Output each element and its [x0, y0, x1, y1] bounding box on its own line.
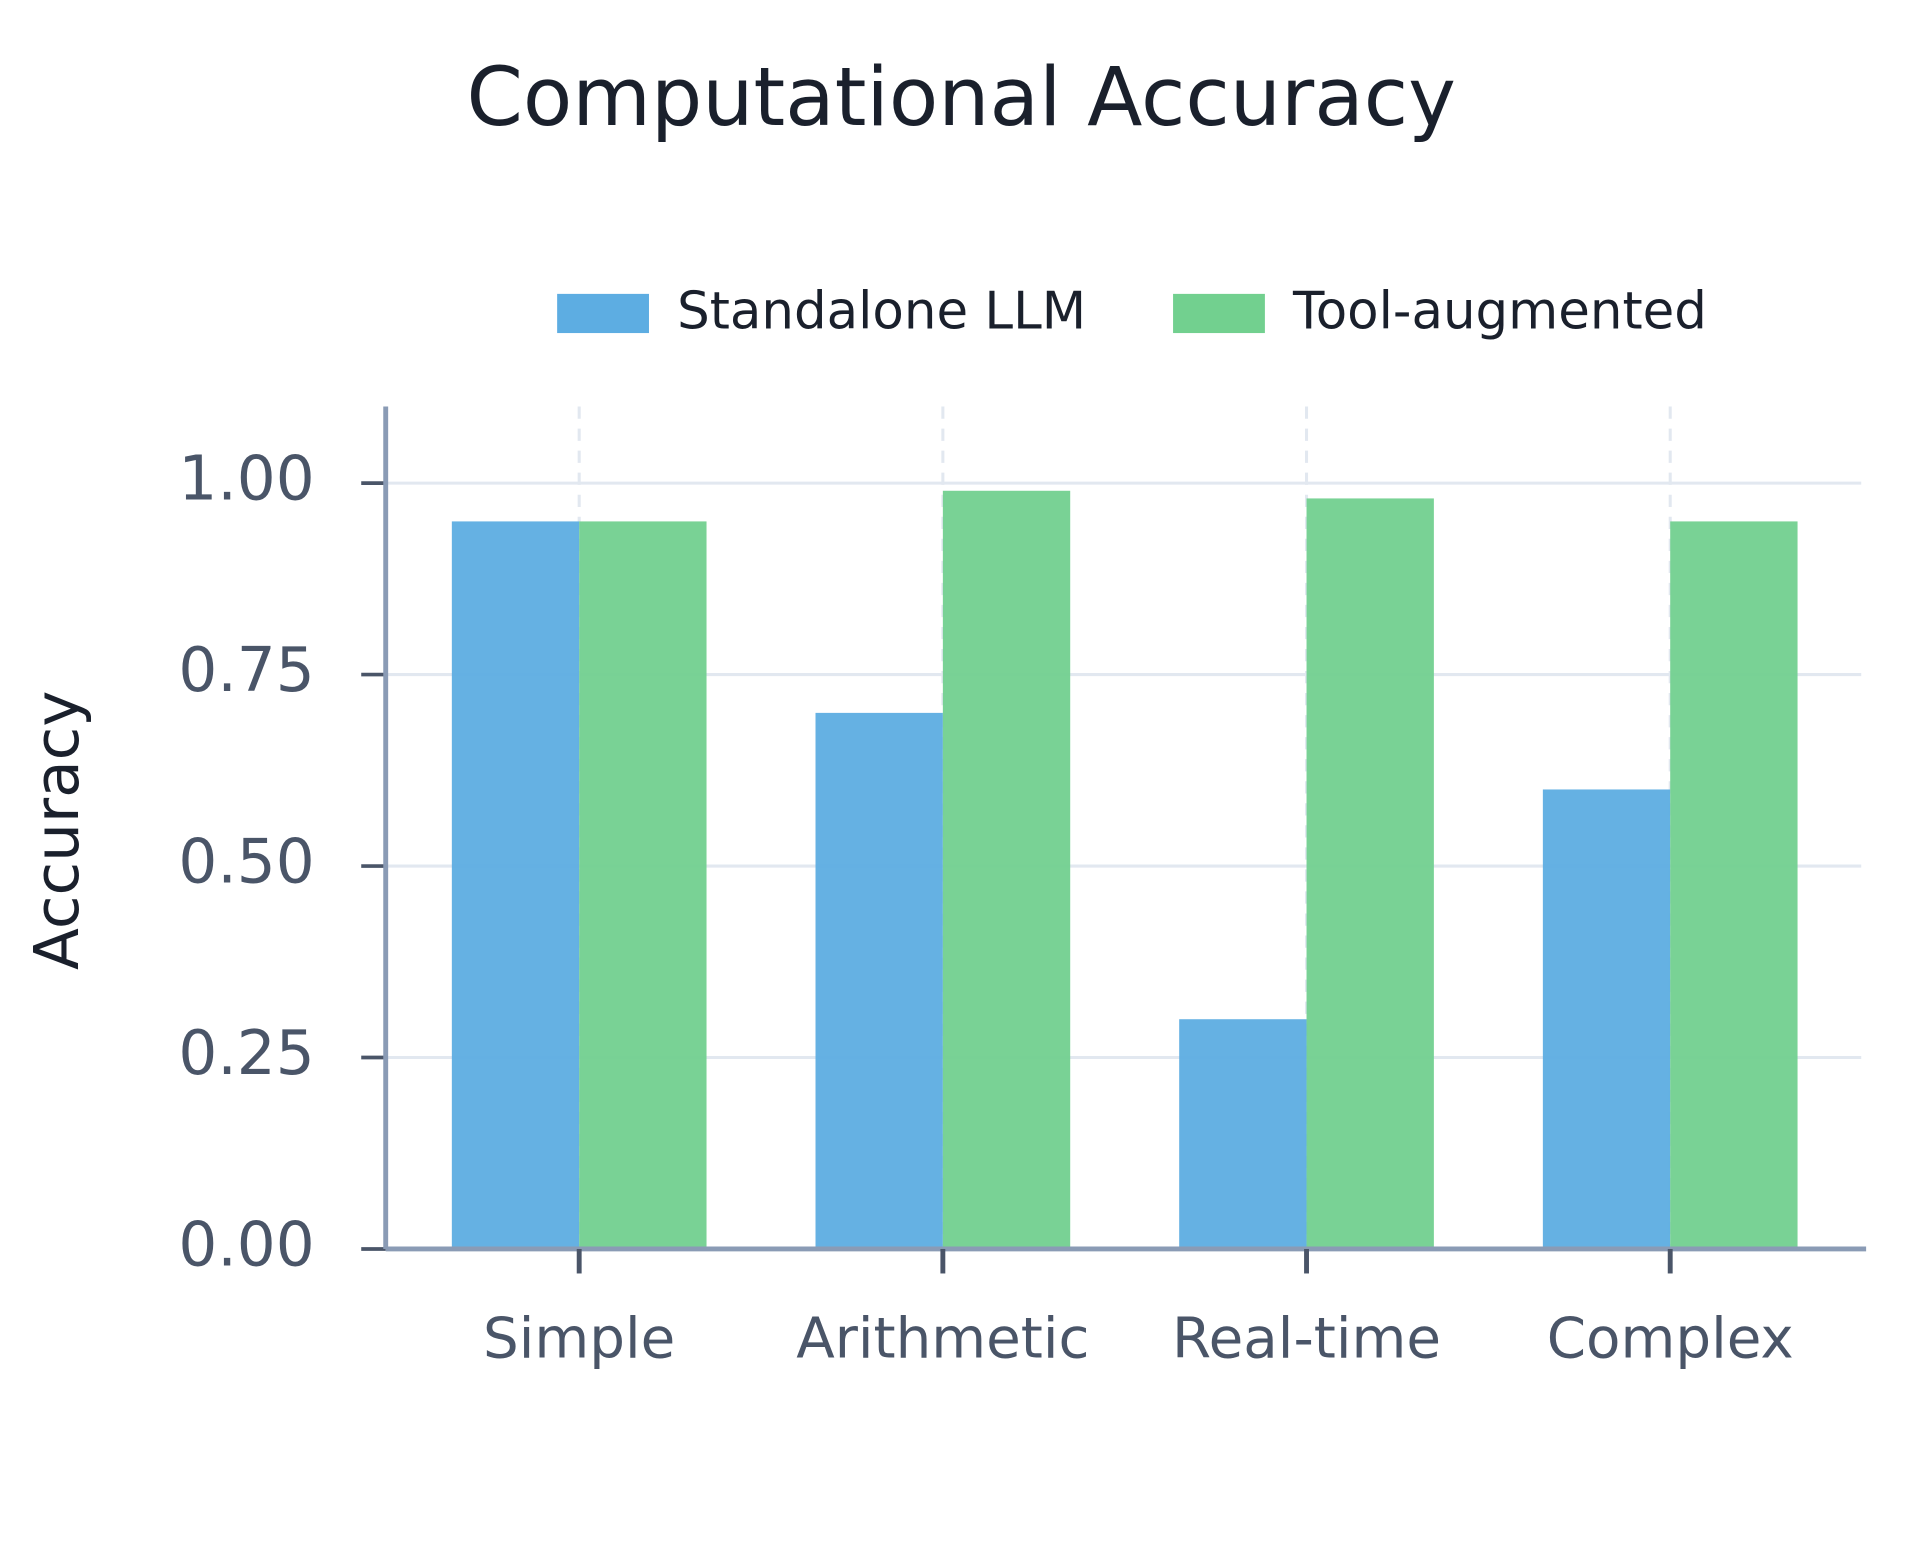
y-axis-label: Accuracy — [22, 690, 93, 969]
y-tick-label: 0.00 — [178, 1210, 314, 1281]
bar — [1542, 789, 1671, 1249]
y-tick-label: 0.25 — [178, 1018, 314, 1089]
y-tick-label: 0.50 — [178, 827, 314, 898]
bar — [451, 521, 580, 1249]
x-tick-label: Complex — [1547, 1307, 1794, 1372]
y-tick-label: 1.00 — [178, 444, 314, 515]
bar — [1179, 1019, 1307, 1249]
legend-label: Standalone LLM — [677, 282, 1086, 342]
x-tick-label: Arithmetic — [796, 1307, 1089, 1372]
legend-swatch — [1173, 293, 1265, 334]
x-tick-label: Simple — [483, 1307, 675, 1372]
chart-title: Computational Accuracy — [466, 51, 1456, 145]
legend-label: Tool-augmented — [1292, 282, 1707, 342]
bar — [579, 521, 707, 1249]
y-tick-label: 0.75 — [178, 635, 314, 706]
bar — [815, 712, 943, 1249]
bar — [942, 490, 1071, 1249]
bar — [1670, 521, 1798, 1249]
bar — [1306, 498, 1434, 1249]
x-tick-label: Real-time — [1172, 1307, 1441, 1372]
legend-swatch — [557, 293, 649, 334]
